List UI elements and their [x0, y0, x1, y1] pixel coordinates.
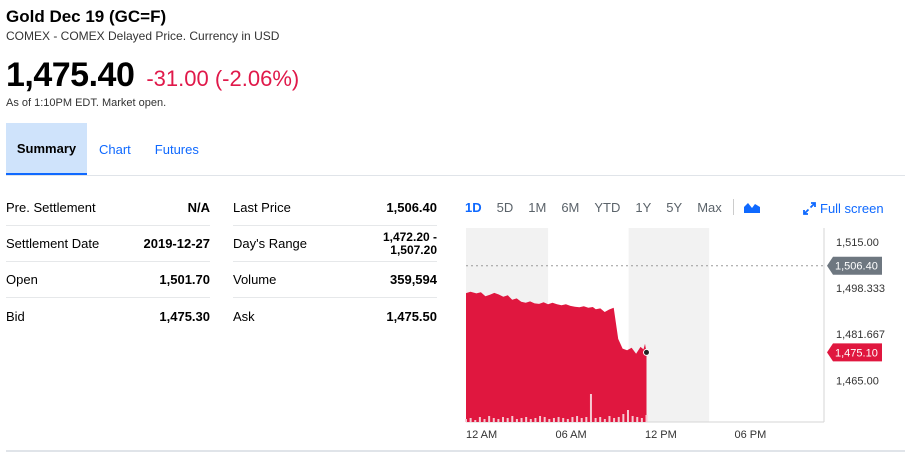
chart-range-selector: 1D 5D 1M 6M YTD 1Y 5Y Max	[465, 199, 760, 215]
tab-divider	[6, 175, 905, 176]
range-1d-button[interactable]: 1D	[465, 199, 482, 215]
y-tick-label: 1,498.333	[836, 283, 885, 295]
price-row: 1,475.40 -31.00 (-2.06%)	[6, 56, 299, 95]
range-1m-button[interactable]: 1M	[528, 199, 547, 215]
stats-table-right: Last Price 1,506.40 Day's Range 1,472.20…	[233, 190, 437, 334]
y-tick-label: 1,481.667	[836, 329, 885, 341]
stat-label: Bid	[6, 308, 25, 324]
x-tick-label: 12 PM	[645, 429, 677, 441]
last-price-badge-label: 1,475.10	[835, 347, 878, 359]
range-6m-button[interactable]: 6M	[561, 199, 580, 215]
x-tick-label: 12 AM	[466, 429, 497, 441]
stat-row: Last Price 1,506.40	[233, 190, 437, 226]
stat-row: Bid 1,475.30	[6, 298, 210, 334]
bottom-divider	[6, 450, 905, 452]
range-separator	[732, 199, 734, 215]
expand-arrows-icon	[803, 202, 816, 215]
stat-label: Day's Range	[233, 236, 308, 251]
stat-value: 1,475.30	[159, 308, 210, 324]
stat-value: 359,594	[390, 272, 437, 287]
stat-row: Settlement Date 2019-12-27	[6, 226, 210, 262]
mountain-chart-icon[interactable]	[743, 201, 760, 213]
quote-title: Gold Dec 19 (GC=F)	[6, 7, 167, 26]
last-price-dot	[642, 348, 650, 356]
stat-label: Last Price	[233, 200, 291, 215]
prev-close-badge	[827, 256, 882, 275]
full-screen-button[interactable]: Full screen	[803, 201, 884, 216]
prev-close-badge-label: 1,506.40	[835, 261, 878, 273]
stat-row: Open 1,501.70	[6, 262, 210, 298]
range-max-button[interactable]: Max	[697, 199, 722, 215]
stats-table-left: Pre. Settlement N/A Settlement Date 2019…	[6, 190, 210, 334]
range-ytd-button[interactable]: YTD	[594, 199, 621, 215]
stat-value: 1,506.40	[386, 200, 437, 215]
tab-futures-label: Futures	[154, 142, 199, 157]
tab-chart[interactable]: Chart	[87, 123, 143, 176]
stat-label: Volume	[233, 272, 277, 287]
stat-label: Pre. Settlement	[6, 200, 96, 215]
stat-value: 1,501.70	[159, 272, 210, 287]
stat-value: 1,475.50	[386, 308, 437, 324]
price-area	[466, 291, 647, 422]
quote-tabs: Summary Chart Futures	[6, 123, 211, 176]
last-price-badge	[827, 343, 882, 362]
tab-chart-label: Chart	[99, 142, 131, 157]
tab-futures[interactable]: Futures	[143, 123, 211, 176]
stat-label: Open	[6, 272, 38, 287]
days-range-high: 1,507.20	[390, 242, 437, 257]
stat-label: Settlement Date	[6, 236, 100, 251]
stat-row: Ask 1,475.50	[233, 298, 437, 334]
days-range-low: 1,472.20 -	[382, 229, 437, 244]
x-tick-label: 06 AM	[556, 429, 587, 441]
range-5y-button[interactable]: 5Y	[666, 199, 683, 215]
y-tick-label: 1,465.00	[836, 375, 879, 387]
price-change: -31.00 (-2.06%)	[146, 66, 300, 91]
stat-row: Volume 359,594	[233, 262, 437, 298]
stat-value: 2019-12-27	[143, 236, 211, 251]
stat-value: 1,472.20 - 1,507.20	[382, 229, 437, 257]
stat-row: Pre. Settlement N/A	[6, 190, 210, 226]
as-of-timestamp: As of 1:10PM EDT. Market open.	[6, 97, 167, 109]
stat-label: Ask	[233, 308, 255, 324]
tab-summary[interactable]: Summary	[6, 123, 87, 176]
x-tick-label: 06 PM	[735, 429, 767, 441]
price-chart[interactable]: 1,515.00 1,498.333 1,481.667 1,465.00 1,506.…	[460, 222, 905, 444]
current-price: 1,475.40	[6, 56, 135, 94]
stat-row: Day's Range 1,472.20 - 1,507.20	[233, 226, 437, 262]
quote-subtitle: COMEX - COMEX Delayed Price. Currency in…	[6, 29, 280, 43]
range-5d-button[interactable]: 5D	[496, 199, 514, 215]
stat-value: N/A	[187, 200, 210, 215]
range-1y-button[interactable]: 1Y	[635, 199, 652, 215]
tab-summary-label: Summary	[16, 140, 77, 156]
full-screen-label: Full screen	[820, 201, 884, 216]
y-tick-label: 1,515.00	[836, 237, 879, 249]
